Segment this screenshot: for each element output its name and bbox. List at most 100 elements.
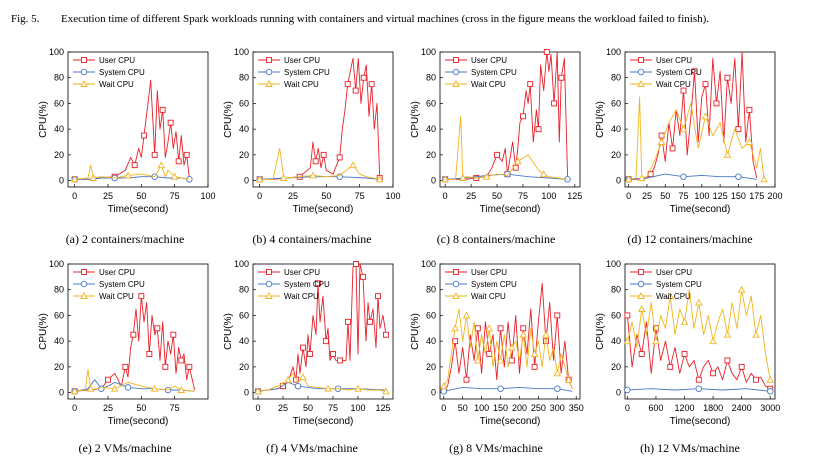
data-point — [254, 387, 262, 395]
data-point — [131, 162, 138, 169]
x-tick-label: 25 — [278, 403, 288, 413]
plot-frame — [67, 51, 209, 188]
data-point — [701, 112, 710, 120]
data-point — [531, 363, 538, 370]
data-point — [752, 330, 760, 338]
y-tick-label: 0 — [431, 176, 436, 186]
data-point — [554, 312, 561, 319]
y-tick-label: 100 — [234, 47, 249, 57]
legend-label: Wait CPU — [656, 292, 691, 301]
series-line — [257, 381, 387, 392]
data-point — [175, 158, 182, 165]
data-point — [344, 81, 351, 88]
data-point — [508, 343, 516, 351]
data-point — [474, 325, 481, 332]
x-axis-label: Time(second) — [480, 204, 541, 215]
series-line — [259, 147, 380, 180]
plot-frame — [67, 263, 209, 400]
legend-marker — [80, 68, 88, 76]
data-point — [695, 298, 703, 306]
y-tick-label: 100 — [606, 47, 621, 57]
data-point — [183, 151, 190, 158]
data-point — [485, 324, 493, 332]
data-point — [324, 384, 332, 392]
data-point — [482, 172, 491, 180]
data-point — [462, 311, 471, 319]
legend-marker — [266, 269, 272, 275]
legend-label: User CPU — [656, 268, 692, 277]
data-point — [375, 175, 384, 183]
subfigure-caption: (g) 8 VMs/machine — [449, 441, 543, 455]
data-point — [349, 161, 357, 169]
data-point — [170, 331, 177, 338]
x-axis-label: Time(second) — [480, 416, 541, 427]
y-tick-label: 40 — [54, 124, 64, 134]
data-point — [681, 351, 688, 357]
plot-frame — [439, 51, 581, 188]
data-point — [336, 154, 343, 161]
data-point — [691, 68, 698, 75]
data-point — [345, 318, 351, 325]
data-point — [98, 385, 105, 392]
series-line — [74, 295, 196, 392]
y-axis-label: CPU(%) — [410, 101, 421, 138]
data-point — [657, 138, 666, 145]
x-tick-label: 0 — [255, 403, 260, 413]
x-tick-label: 200 — [767, 191, 782, 201]
y-tick-label: 20 — [611, 362, 621, 372]
x-tick-label: 100 — [541, 191, 556, 201]
x-tick-label: 150 — [493, 403, 508, 413]
legend-marker — [80, 280, 88, 288]
y-tick-label: 40 — [239, 336, 249, 346]
x-tick-label: 125 — [713, 191, 728, 201]
y-axis-label: CPU(%) — [38, 313, 49, 350]
data-point — [497, 325, 504, 332]
data-point — [459, 174, 467, 181]
x-tick-label: 50 — [660, 191, 670, 201]
chart-panel: 0 25 50 75 100 125020406080100Time(second)CPU… — [410, 47, 582, 246]
figure-caption-text: Execution time of different Spark worklo… — [61, 13, 709, 25]
subfigure-caption: (f) 4 VMs/machine — [266, 441, 358, 455]
data-point — [737, 285, 746, 293]
y-tick-label: 40 — [426, 336, 436, 346]
data-point — [170, 172, 179, 180]
data-point — [367, 318, 373, 325]
x-tick-label: 100 — [694, 191, 709, 201]
x-axis-label: Time(second) — [293, 204, 354, 215]
data-point — [309, 171, 317, 179]
y-tick-label: 20 — [426, 362, 436, 372]
data-point — [724, 74, 731, 81]
y-tick-label: 80 — [54, 285, 64, 295]
legend-label: Wait CPU — [99, 80, 134, 89]
data-point — [440, 388, 448, 395]
data-point — [652, 337, 660, 345]
data-point — [558, 74, 565, 81]
x-tick-label: 125 — [375, 403, 390, 413]
data-point — [638, 174, 646, 181]
x-tick-label: 75 — [170, 191, 180, 201]
legend-label: Wait CPU — [284, 80, 319, 89]
data-point — [766, 388, 774, 395]
data-point — [293, 376, 299, 383]
data-point — [70, 175, 79, 183]
x-axis-label: Time(second) — [670, 204, 731, 215]
subfigure-caption: (c) 8 containers/machine — [437, 232, 556, 246]
data-point — [494, 151, 500, 158]
data-point — [624, 175, 633, 183]
legend-marker — [637, 280, 645, 288]
y-axis-label: CPU(%) — [410, 313, 421, 350]
legend-marker — [265, 68, 273, 76]
data-point — [360, 273, 366, 280]
legend-marker — [80, 292, 88, 299]
data-point — [680, 173, 687, 180]
legend-label: Wait CPU — [471, 80, 506, 89]
y-tick-label: 100 — [49, 259, 64, 269]
data-point — [279, 174, 288, 181]
legend-label: User CPU — [99, 268, 135, 277]
data-point — [624, 312, 631, 319]
data-point — [637, 305, 646, 312]
y-tick-label: 60 — [611, 310, 621, 320]
data-point — [710, 370, 717, 377]
data-point — [520, 325, 527, 332]
data-point — [157, 161, 166, 169]
